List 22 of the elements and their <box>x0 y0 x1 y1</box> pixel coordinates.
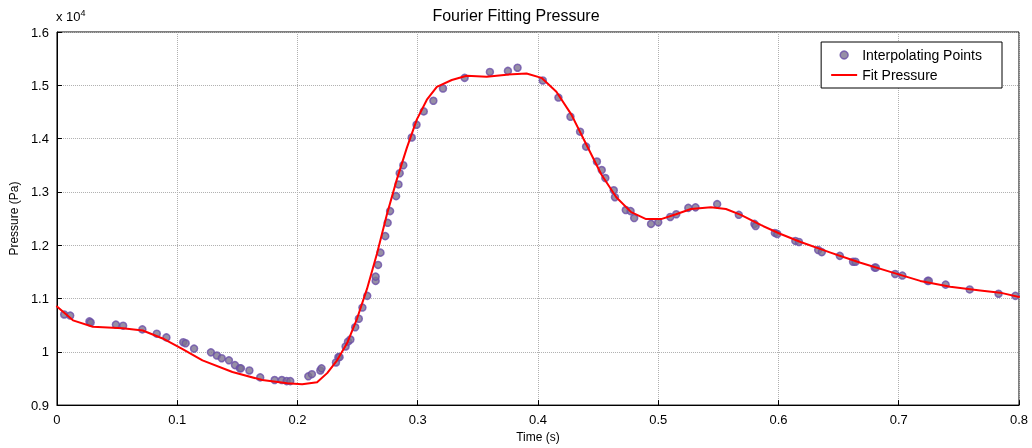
y-axis-title: Pressure (Pa) <box>7 181 21 256</box>
legend-label: Interpolating Points <box>862 47 982 63</box>
y-tick-label: 0.9 <box>30 397 49 413</box>
y-tick-label: 1.6 <box>30 24 49 40</box>
x-tick-label: 0.4 <box>528 412 548 428</box>
x-tick-label: 0.8 <box>1009 412 1029 428</box>
x-tick-label: 0.5 <box>649 412 668 428</box>
x-tick-label: 0.3 <box>408 412 427 428</box>
x-tick-label: 0.7 <box>889 412 908 428</box>
y-tick-label: 1.4 <box>30 131 49 147</box>
x-tick-label: 0.6 <box>769 412 788 428</box>
y-tick-label: 1.5 <box>30 77 49 93</box>
legend-label: Fit Pressure <box>862 67 938 83</box>
y-tick-label: 1.1 <box>30 291 49 306</box>
y-tick-label: 1 <box>41 344 49 360</box>
y-tick-label: 1.3 <box>30 184 49 200</box>
x-tick-label: 0.2 <box>288 412 307 428</box>
x-tick-label: 0 <box>53 412 61 428</box>
x-axis-title: Time (s) <box>516 430 560 444</box>
x-tick-label: 0.1 <box>168 412 187 428</box>
chart-title: Fourier Fitting Pressure <box>432 6 600 24</box>
y-tick-label: 1.2 <box>30 237 49 253</box>
